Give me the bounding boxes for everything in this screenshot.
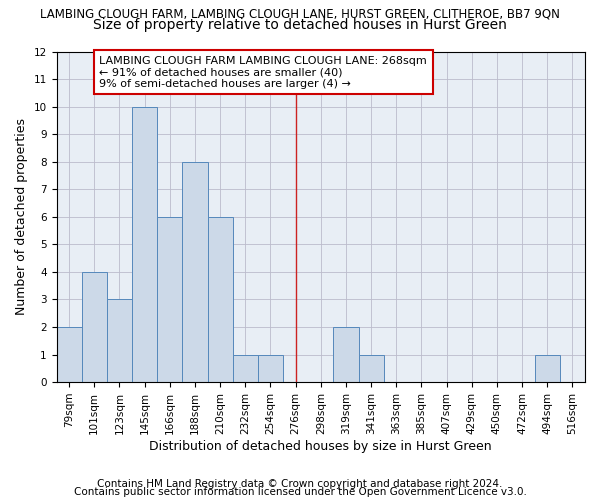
Text: LAMBING CLOUGH FARM LAMBING CLOUGH LANE: 268sqm
← 91% of detached houses are sma: LAMBING CLOUGH FARM LAMBING CLOUGH LANE:… [100, 56, 427, 89]
Bar [132, 106, 157, 382]
Bar [56, 327, 82, 382]
Text: LAMBING CLOUGH FARM, LAMBING CLOUGH LANE, HURST GREEN, CLITHEROE, BB7 9QN: LAMBING CLOUGH FARM, LAMBING CLOUGH LANE… [40, 8, 560, 20]
Bar [157, 217, 182, 382]
Bar [359, 354, 383, 382]
Bar [182, 162, 208, 382]
Bar [82, 272, 107, 382]
Text: Contains HM Land Registry data © Crown copyright and database right 2024.: Contains HM Land Registry data © Crown c… [97, 479, 503, 489]
Bar [208, 217, 233, 382]
Text: Size of property relative to detached houses in Hurst Green: Size of property relative to detached ho… [93, 18, 507, 32]
Bar [535, 354, 560, 382]
Text: Contains public sector information licensed under the Open Government Licence v3: Contains public sector information licen… [74, 487, 526, 497]
X-axis label: Distribution of detached houses by size in Hurst Green: Distribution of detached houses by size … [149, 440, 492, 452]
Bar [233, 354, 258, 382]
Bar [258, 354, 283, 382]
Y-axis label: Number of detached properties: Number of detached properties [15, 118, 28, 316]
Bar [334, 327, 359, 382]
Bar [107, 300, 132, 382]
